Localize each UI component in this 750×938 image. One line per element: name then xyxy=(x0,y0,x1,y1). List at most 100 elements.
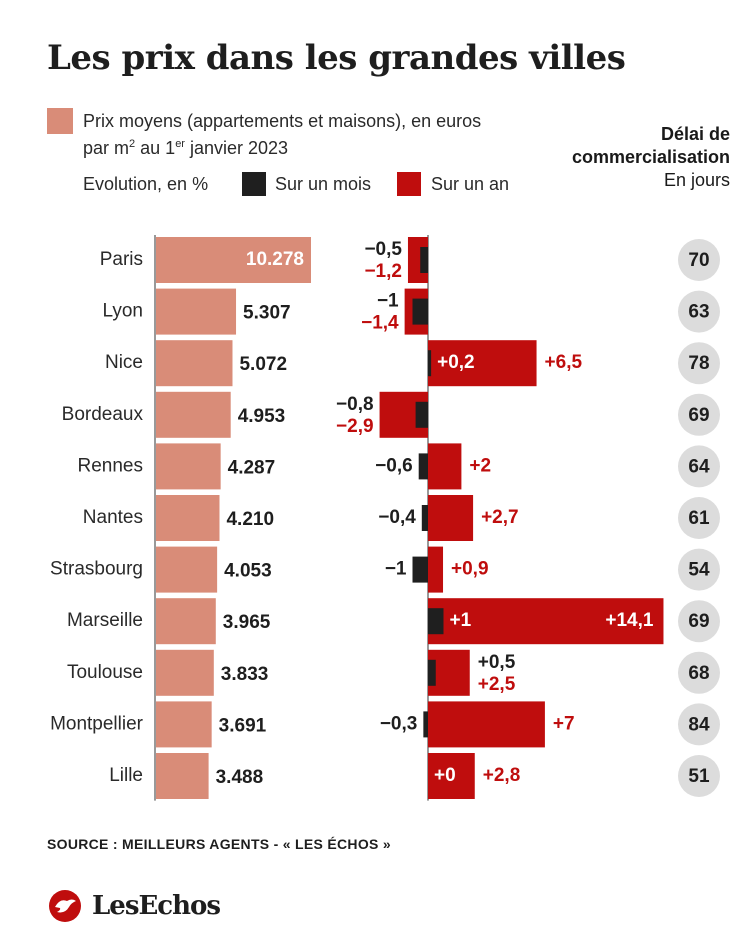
delay-circle xyxy=(678,342,720,385)
delay-value-label: 69 xyxy=(688,611,709,632)
year-bar xyxy=(428,546,444,593)
price-bar xyxy=(156,701,212,748)
month-legend-swatch xyxy=(242,172,266,196)
month-bar xyxy=(428,659,436,686)
month-value-label: −0,3 xyxy=(380,713,418,734)
year-value-label: +0,9 xyxy=(451,559,489,580)
year-legend-swatch xyxy=(397,172,421,196)
city-label: Bordeaux xyxy=(62,404,144,425)
month-value-label: −0,4 xyxy=(378,507,416,528)
delay-circle xyxy=(678,548,720,591)
month-value-label: +0 xyxy=(434,765,456,786)
delay-circle xyxy=(678,290,720,333)
year-bar xyxy=(428,753,475,799)
city-label: Rennes xyxy=(78,455,144,476)
year-value-label: +7 xyxy=(553,713,575,734)
month-legend-label: Sur un mois xyxy=(275,174,372,194)
source-note: SOURCE : MEILLEURS AGENTS - « LES ÉCHOS … xyxy=(47,836,391,852)
delay-header: Délai de commercialisation En jours xyxy=(572,123,730,192)
price-bar xyxy=(156,598,216,645)
year-value-label: +2 xyxy=(469,455,491,476)
price-value-label: 5.072 xyxy=(239,354,287,375)
price-legend-line2-post: janvier 2023 xyxy=(184,138,289,158)
delay-value-label: 70 xyxy=(688,250,709,271)
month-value-label: +0,5 xyxy=(478,652,516,673)
delay-circle xyxy=(678,239,720,281)
year-bar xyxy=(428,495,474,541)
price-legend-sup2: er xyxy=(175,138,185,150)
month-bar xyxy=(412,298,428,325)
price-legend-swatch xyxy=(47,108,73,134)
price-value-label: 4.210 xyxy=(226,509,274,530)
delay-value-label: 51 xyxy=(688,766,710,787)
year-value-label: −1,4 xyxy=(361,313,399,334)
price-value-label: 10.278 xyxy=(246,249,304,270)
city-label: Toulouse xyxy=(67,662,143,683)
delay-value-label: 61 xyxy=(688,508,710,529)
les-echos-logo: LesEchos xyxy=(48,889,221,923)
chart-title: Les prix dans les grandes villes xyxy=(47,38,626,78)
year-bar xyxy=(428,443,462,490)
city-label: Paris xyxy=(100,249,143,270)
price-bar xyxy=(156,546,218,593)
delay-value-label: 84 xyxy=(688,714,710,735)
month-bar xyxy=(428,350,432,377)
price-value-label: 5.307 xyxy=(243,303,291,324)
month-bar xyxy=(412,556,428,583)
price-bar xyxy=(156,288,237,335)
delay-circle xyxy=(678,600,720,643)
delay-circle xyxy=(678,393,720,436)
price-legend-line2-pre: par m xyxy=(83,138,130,158)
year-bar xyxy=(428,701,545,748)
month-bar xyxy=(420,247,428,273)
les-echos-logo-text: LesEchos xyxy=(92,891,221,921)
price-value-label: 3.833 xyxy=(221,664,269,685)
delay-value-label: 78 xyxy=(688,353,709,374)
city-label: Nantes xyxy=(83,507,143,528)
price-bar xyxy=(156,391,231,438)
month-value-label: −0,5 xyxy=(364,239,402,260)
city-label: Lille xyxy=(109,765,143,786)
year-bar xyxy=(428,598,664,645)
month-value-label: +1 xyxy=(450,610,472,631)
city-label: Lyon xyxy=(103,301,144,322)
city-label: Nice xyxy=(105,352,143,373)
delay-header-line3: En jours xyxy=(663,170,730,190)
month-value-label: −0,6 xyxy=(375,455,413,476)
year-value-label: +2,7 xyxy=(481,507,519,528)
month-bar xyxy=(423,711,428,738)
price-legend-line2-mid: au 1 xyxy=(135,138,176,158)
year-value-label: −2,9 xyxy=(336,416,374,437)
delay-circle xyxy=(678,497,720,539)
year-value-label: +14,1 xyxy=(605,610,654,631)
month-bar xyxy=(415,401,428,428)
price-bar xyxy=(156,495,220,541)
month-value-label: −1 xyxy=(377,291,399,312)
delay-value-label: 68 xyxy=(688,663,709,684)
evolution-legend-label: Evolution, en % xyxy=(83,174,209,194)
delay-value-label: 64 xyxy=(688,456,710,477)
price-bar xyxy=(156,237,311,283)
year-value-label: −1,2 xyxy=(364,261,402,282)
price-value-label: 4.953 xyxy=(238,406,286,427)
year-value-label: +2,8 xyxy=(483,765,521,786)
delay-circle xyxy=(678,445,720,488)
price-value-label: 3.965 xyxy=(223,612,271,633)
price-bar xyxy=(156,753,209,799)
price-legend-sup1: 2 xyxy=(129,138,136,150)
month-value-label: −0,8 xyxy=(336,394,374,415)
month-bar xyxy=(418,453,428,480)
year-legend-label: Sur un an xyxy=(431,174,510,194)
year-value-label: +6,5 xyxy=(545,352,583,373)
price-legend-text: Prix moyens (appartements et maisons), e… xyxy=(83,110,481,160)
month-bar xyxy=(428,608,444,635)
delay-value-label: 69 xyxy=(688,405,709,426)
city-label: Strasbourg xyxy=(50,559,143,580)
month-value-label: −1 xyxy=(385,559,407,580)
delay-header-line1: Délai de xyxy=(660,124,730,144)
price-value-label: 3.691 xyxy=(219,715,267,736)
price-value-label: 4.287 xyxy=(228,457,276,478)
city-label: Montpellier xyxy=(50,713,144,734)
delay-circle xyxy=(678,755,720,797)
